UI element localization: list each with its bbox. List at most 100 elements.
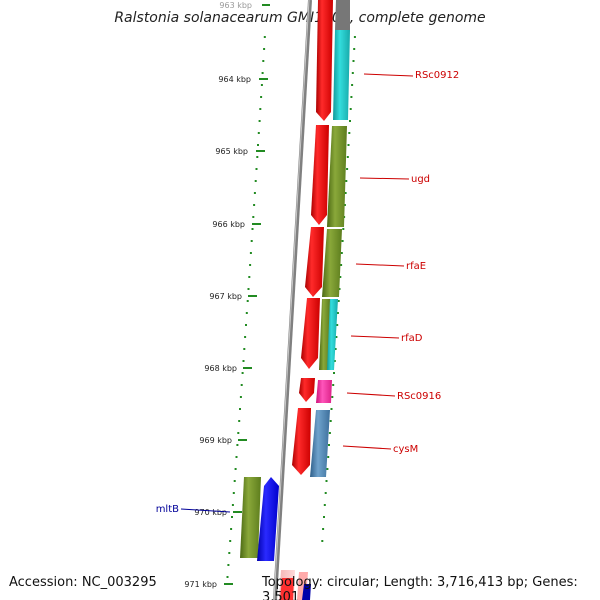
ruler-dot bbox=[351, 72, 354, 74]
ruler-label-963: 963 kbp bbox=[219, 1, 252, 10]
ruler-dot bbox=[344, 192, 347, 194]
leader-rsc0912 bbox=[363, 73, 414, 77]
ruler-dot bbox=[331, 396, 334, 398]
gene-label-rfae[interactable]: rfaE bbox=[406, 261, 426, 272]
ruler-dot bbox=[338, 288, 341, 290]
cds-red-3[interactable] bbox=[305, 227, 324, 297]
topology-text: Topology: circular; Length: 3,716,413 bp… bbox=[262, 575, 578, 600]
ruler-dot bbox=[254, 180, 257, 182]
ruler-dot bbox=[350, 96, 353, 98]
ruler-dot bbox=[256, 156, 259, 158]
ruler-dot bbox=[239, 396, 242, 398]
ruler-dot bbox=[328, 432, 331, 434]
ruler-dot bbox=[326, 468, 329, 470]
ruler-dot bbox=[341, 240, 344, 242]
ruler-dot bbox=[340, 252, 343, 254]
block-grey-top bbox=[335, 0, 350, 30]
block-cyan-rsc0912[interactable] bbox=[333, 30, 350, 120]
block-olive-rfae[interactable] bbox=[322, 229, 342, 297]
gene-label-rsc0912[interactable]: RSc0912 bbox=[415, 70, 459, 81]
ruler-dot bbox=[353, 48, 356, 50]
ruler-dot bbox=[240, 384, 243, 386]
cds-red-5[interactable] bbox=[299, 378, 315, 402]
ruler-dot bbox=[322, 528, 325, 530]
ruler-dot bbox=[340, 264, 343, 266]
gene-label-ugd[interactable]: ugd bbox=[411, 174, 430, 185]
ruler-dot bbox=[351, 84, 354, 86]
cds-red-7[interactable] bbox=[280, 578, 294, 600]
ruler-dot bbox=[336, 324, 339, 326]
leader-rsc0916 bbox=[346, 392, 396, 397]
ruler-label-971: 971 kbp bbox=[184, 580, 217, 589]
cds-red-2[interactable] bbox=[311, 125, 329, 225]
ruler-dot bbox=[233, 480, 236, 482]
ruler-dot bbox=[260, 84, 263, 86]
ruler-dot bbox=[247, 288, 250, 290]
ruler-dot bbox=[252, 216, 255, 218]
block-olive-rfad[interactable] bbox=[319, 299, 330, 370]
label-leaders bbox=[342, 73, 414, 450]
ruler-dot bbox=[353, 36, 356, 38]
ruler-dot bbox=[330, 408, 333, 410]
ruler-dot bbox=[245, 324, 247, 326]
ruler-dot bbox=[253, 204, 256, 206]
gene-label-rsc0916[interactable]: RSc0916 bbox=[397, 391, 441, 402]
ruler-ticks bbox=[224, 4, 270, 585]
ruler-dot bbox=[234, 468, 237, 470]
ruler-dot bbox=[227, 564, 230, 566]
ruler-dot bbox=[239, 408, 241, 410]
ruler-dot bbox=[236, 444, 239, 446]
leader-mltb bbox=[180, 508, 231, 513]
ruler-dot bbox=[337, 300, 340, 302]
ruler-dot bbox=[235, 456, 238, 458]
ruler-dot bbox=[328, 444, 330, 446]
block-steelblue-cysm[interactable] bbox=[310, 410, 330, 477]
reverse-cds-track bbox=[240, 477, 279, 561]
ruler-dot bbox=[324, 492, 327, 494]
ruler-dot bbox=[257, 144, 259, 146]
ruler-dot bbox=[263, 36, 266, 38]
ruler-dot bbox=[339, 276, 342, 278]
ruler-dot bbox=[255, 168, 258, 170]
ruler-dot-track bbox=[226, 36, 356, 578]
cds-red-4[interactable] bbox=[301, 298, 320, 369]
ruler-label-966: 966 kbp bbox=[212, 220, 245, 229]
leader-rfae bbox=[355, 263, 405, 267]
leader-cysm bbox=[342, 445, 392, 450]
ruler-dot bbox=[349, 120, 351, 122]
cds-olive-mltb[interactable] bbox=[240, 477, 261, 558]
ruler-dot bbox=[323, 516, 325, 518]
ruler-label-968: 968 kbp bbox=[204, 364, 237, 373]
ruler-label-964: 964 kbp bbox=[218, 75, 251, 84]
ruler-dot bbox=[248, 276, 251, 278]
gene-label-rfad[interactable]: rfaD bbox=[401, 333, 423, 344]
ruler-dot bbox=[244, 336, 247, 338]
ruler-dot bbox=[345, 180, 348, 182]
cds-red-1[interactable] bbox=[316, 0, 333, 121]
gene-label-cysm[interactable]: cysM bbox=[393, 444, 418, 455]
cds-red-6[interactable] bbox=[292, 408, 311, 475]
ruler-dot bbox=[258, 120, 261, 122]
cds-blue-mltb[interactable] bbox=[257, 477, 279, 561]
ruler-dot bbox=[336, 312, 339, 314]
ruler-dot bbox=[347, 144, 350, 146]
ruler-dot bbox=[237, 432, 240, 434]
ruler-dot bbox=[232, 492, 235, 494]
gene-label-mltb[interactable]: mltB bbox=[156, 504, 179, 515]
ruler-dot bbox=[333, 360, 336, 362]
leader-rfad bbox=[350, 335, 400, 339]
ruler-dot bbox=[348, 132, 351, 134]
block-cyan-rfad[interactable] bbox=[327, 299, 338, 370]
genome-backbone bbox=[273, 0, 312, 600]
ruler-dot bbox=[241, 372, 244, 374]
ruler-dot bbox=[250, 240, 253, 242]
block-olive-ugd[interactable] bbox=[327, 126, 347, 227]
ruler-dot bbox=[346, 168, 349, 170]
block-magenta-rsc0916[interactable] bbox=[316, 380, 332, 403]
ruler-label-970: 970 kbp bbox=[194, 508, 227, 517]
leader-ugd bbox=[359, 177, 410, 180]
gene-type-track bbox=[297, 0, 350, 600]
ruler-dot bbox=[262, 60, 265, 62]
ruler-dot bbox=[231, 516, 233, 518]
